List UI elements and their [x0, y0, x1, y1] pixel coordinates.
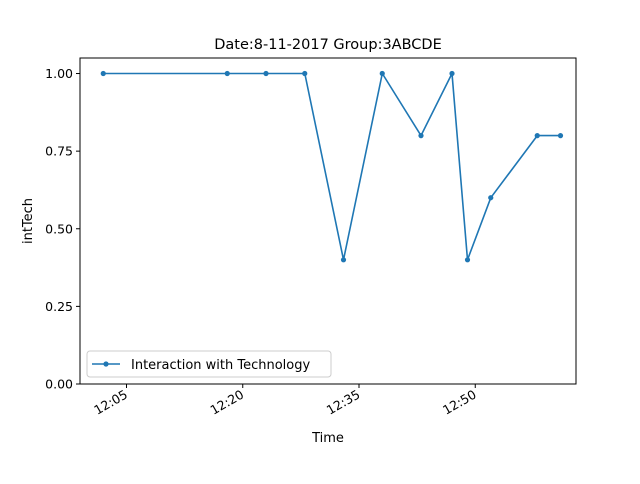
data-point: [379, 70, 385, 77]
legend-marker-sample: [103, 361, 109, 367]
data-point: [340, 257, 347, 263]
y-tick-label: 1.00: [45, 66, 73, 81]
plot-area: [100, 70, 564, 263]
x-axis-label: Time: [311, 431, 344, 446]
data-point: [557, 133, 564, 139]
axes-frame: [79, 57, 577, 385]
legend-box: [86, 350, 332, 378]
data-point: [100, 70, 106, 77]
data-point: [534, 133, 540, 139]
y-tick-label: 0.25: [45, 299, 73, 314]
data-point: [464, 257, 471, 263]
y-axis: 0.00 0.25 0.50 0.75 1.00: [45, 66, 80, 392]
y-tick-label: 0.50: [45, 221, 73, 236]
data-point: [263, 70, 269, 77]
data-point: [488, 195, 494, 201]
data-point: [418, 133, 424, 139]
data-point: [449, 70, 455, 77]
legend: Interaction with Technology: [86, 350, 332, 378]
legend-label: Interaction with Technology: [131, 358, 311, 373]
data-point: [224, 70, 230, 77]
series-line: [103, 72, 561, 261]
y-tick-label: 0.75: [45, 144, 73, 159]
chart-title: Date:8-11-2017 Group:3ABCDE: [214, 37, 442, 53]
data-point: [302, 70, 308, 77]
y-tick-label: 0.00: [45, 377, 73, 392]
y-axis-label: intTech: [21, 198, 36, 244]
